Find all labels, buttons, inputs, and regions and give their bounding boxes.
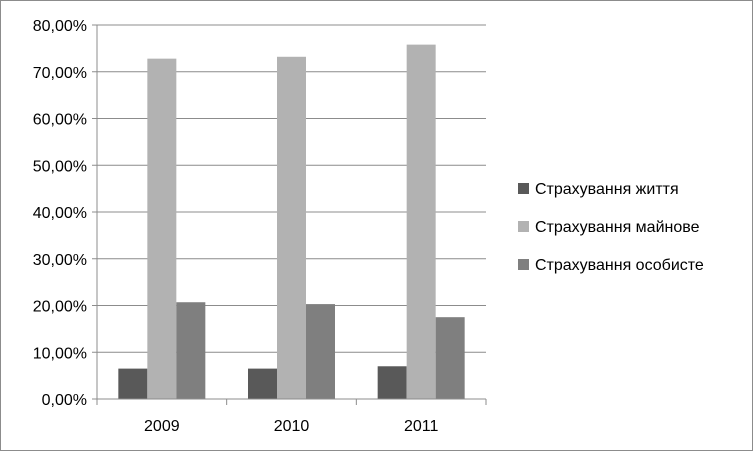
x-tick-label: 2010 xyxy=(274,418,310,435)
bar-2011-series-1 xyxy=(377,366,407,399)
x-tick-label: 2009 xyxy=(144,418,180,435)
legend: Страхування життя Страхування майнове Стра… xyxy=(518,181,704,274)
y-tick-label: 50,00% xyxy=(33,158,87,175)
bar-2010-series-1 xyxy=(248,368,277,399)
bar-2010-series-2 xyxy=(277,56,306,399)
y-tick-label: 60,00% xyxy=(33,112,87,129)
bar-2009-series-1 xyxy=(118,368,148,399)
y-tick-label: 70,00% xyxy=(33,65,87,82)
y-tick-label: 40,00% xyxy=(33,205,87,222)
x-tick-label: 2011 xyxy=(404,418,439,435)
bar-2010-series-3 xyxy=(306,304,335,399)
legend-label: Страхування життя xyxy=(535,181,679,198)
y-axis-tick-labels: 0,00% 10,00% 20,00% 30,00% 40,00% 50,00% 60,00… xyxy=(33,18,87,409)
bar-2011-series-2 xyxy=(406,44,436,399)
y-tick-label: 10,00% xyxy=(33,345,87,362)
bar-2011-series-3 xyxy=(435,317,465,399)
legend-swatch xyxy=(518,183,529,194)
y-tick-label: 0,00% xyxy=(42,392,87,409)
axes xyxy=(96,25,487,405)
y-tick-label: 80,00% xyxy=(33,18,87,35)
legend-swatch xyxy=(518,221,529,232)
y-tick-label: 30,00% xyxy=(33,252,87,269)
legend-label: Страхування майнове xyxy=(535,219,700,236)
y-tick-label: 20,00% xyxy=(33,299,87,316)
legend-swatch xyxy=(518,259,529,270)
bar-2009-series-2 xyxy=(147,58,177,399)
x-axis-tick-labels: 2009 2010 2011 xyxy=(144,418,438,435)
legend-label: Страхування особисте xyxy=(535,257,704,274)
bar-2009-series-3 xyxy=(176,302,206,399)
bars xyxy=(118,44,465,399)
